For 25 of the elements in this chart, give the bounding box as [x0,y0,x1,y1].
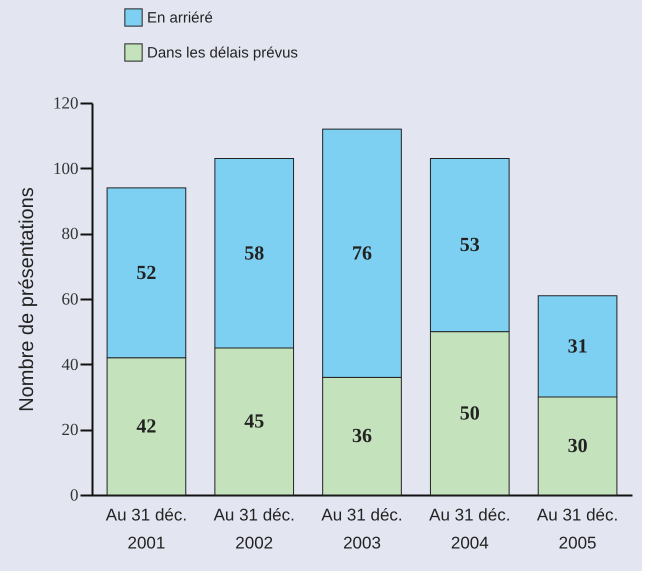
data-label: 76 [352,242,372,264]
data-label: 42 [136,415,156,438]
data-label: 53 [460,234,480,256]
y-tick-label: 60 [62,290,78,308]
y-tick-label: 80 [62,224,78,244]
x-tick-label: Au 31 déc. 2004 [429,506,510,552]
y-tick-label: 0 [70,486,78,504]
y-tick-label: 40 [62,354,78,374]
x-tick-label: Au 31 déc. 2001 [106,506,188,552]
y-tick-label: 120 [53,94,78,112]
x-tick-label: Au 31 déc. 2003 [321,506,403,552]
data-label: 36 [352,425,372,448]
data-label: 30 [568,435,588,457]
legend-label: Dans les délais prévus [147,44,298,62]
data-label: 45 [244,410,264,432]
x-tick-label: Au 31 déc. 2005 [536,506,618,552]
y-tick-label: 20 [62,420,78,440]
data-label: 52 [136,262,156,284]
y-axis-title: Nombre de présentations [16,187,38,412]
data-label: 58 [244,242,264,264]
legend-label: En arriéré [147,10,213,26]
y-tick-label: 100 [53,158,78,178]
data-label: 50 [460,402,480,424]
x-tick-label: Au 31 déc. 2002 [214,506,295,552]
data-label: 31 [568,335,588,358]
